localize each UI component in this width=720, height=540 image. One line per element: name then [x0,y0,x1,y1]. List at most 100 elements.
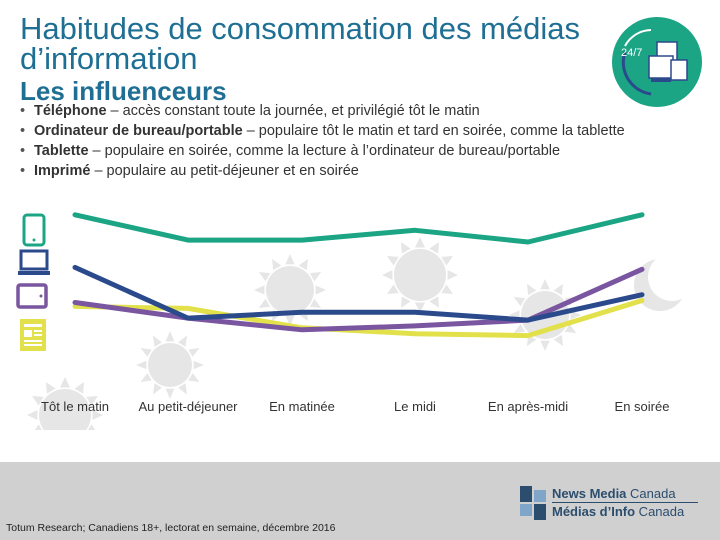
sun-ray [315,285,326,295]
sun-ray [429,296,439,308]
laptop-icon [18,249,50,275]
sun-ray [285,254,295,265]
x-tick-label: En soirée [614,399,670,414]
sun-ray [447,269,458,281]
sun-ray [59,377,71,388]
source-note: Totum Research; Canadiens 18+, lectorat … [6,522,336,534]
sun-ray [564,323,577,333]
sun-ray [258,272,271,282]
bullet-print-label: Imprimé [34,163,91,179]
bullet-phone-text: – accès constant toute la journée, et pr… [106,103,480,119]
sun-ray [527,283,537,296]
sun-ray [140,348,152,357]
sun-ray [188,348,200,357]
bullet-phone-label: Téléphone [34,103,107,119]
series-line-smartphone [72,212,645,245]
sun-ray [32,396,44,406]
sun-ray [178,335,187,347]
sun-ray [429,242,439,254]
bullet-tablet-label: Tablette [34,143,89,159]
sun-ray [285,315,295,326]
bullet-desktop-label: Ordinateur de bureau/portable [34,123,243,139]
devices-badge-icon: 24/7 [612,17,702,107]
bullet-print: Imprimé – populaire au petit-déjeuner et… [18,161,708,181]
brand-logo: News Media Canada Médias d’Info Canada [520,484,700,524]
sun-ray [92,409,103,421]
sun-ray [136,360,147,370]
bullet-list: Téléphone – accès constant toute la jour… [18,101,708,181]
logo-line-1-bold: News Media [552,486,627,501]
sun-ray [165,388,175,399]
sun-ray [153,335,162,347]
newspaper-icon [20,319,46,351]
badge-text: 24/7 [621,47,642,59]
logo-line-1-rest: Canada [626,486,676,501]
bullet-phone: Téléphone – accès constant toute la jour… [18,101,708,121]
logo-line-2: Médias d’Info Canada [552,504,684,519]
logo-mark-icon [520,486,546,520]
sun-ray [309,298,322,308]
x-tick-label: Au petit-déjeuner [138,399,238,414]
x-tick-label: Le midi [394,399,436,414]
sun-ray [74,382,84,394]
sun-ray [178,383,187,395]
bullet-tablet: Tablette – populaire en soirée, comme la… [18,141,708,161]
sun-ray [441,256,453,266]
sun-ray [309,272,322,282]
sun-ray [401,242,411,254]
sun-ray [513,323,526,333]
chart-series [72,212,645,339]
sun-ray [165,331,175,342]
sunrise-icon [39,389,91,430]
sun-ray [540,279,550,290]
sun-rays [27,237,581,430]
series-line-laptop [72,264,645,323]
legend-icons [16,213,50,351]
sun-ray [46,382,56,394]
sun-ray [258,298,271,308]
sun-icon [266,266,314,314]
bullet-desktop: Ordinateur de bureau/portable – populair… [18,121,708,141]
logo-line-2-bold: Médias d’Info [552,504,636,519]
sun-ray [553,283,563,296]
x-tick-label: En matinée [269,399,335,414]
bullet-desktop-text: – populaire tôt le matin et tard en soir… [242,123,625,139]
page-title: Habitudes de consommation des médias d’i… [20,11,581,76]
sun-icon [394,249,446,301]
moon-icon [634,253,696,311]
sun-ray [513,297,526,307]
logo-rule [552,502,698,503]
bullet-print-text: – populaire au petit-déjeuner et en soir… [90,163,359,179]
sun-ray [298,258,308,271]
x-tick-label: Tôt le matin [41,399,109,414]
background-decor [39,249,696,430]
sun-ray [272,258,282,271]
sun-ray [414,237,426,248]
tablet-icon [16,283,48,309]
sun-ray [140,373,152,382]
sun-ray [254,285,265,295]
logo-line-1: News Media Canada [552,486,676,501]
sun-ray [441,284,453,294]
sun-ray [553,334,563,347]
sun-icon [148,343,192,387]
sun-ray [387,256,399,266]
x-tick-label: En après-midi [487,399,569,414]
page-subtitle: Les influenceurs [20,76,227,106]
smartphone-icon [22,213,46,247]
sun-ray [382,269,393,281]
sun-ray [86,396,98,406]
sun-ray [401,296,411,308]
sun-ray [188,373,200,382]
sun-ray [414,302,426,313]
footer-band [0,462,720,540]
bullet-tablet-text: – populaire en soirée, comme la lecture … [88,143,561,159]
sun-ray [153,383,162,395]
line-chart [16,212,696,430]
sun-ray [570,310,581,320]
x-axis-labels: Tôt le matin Au petit-déjeuner En matinée L… [0,399,720,419]
series-line-tablet [72,266,645,333]
sun-ray [27,409,38,421]
sun-ray [540,340,550,351]
sun-ray [387,284,399,294]
